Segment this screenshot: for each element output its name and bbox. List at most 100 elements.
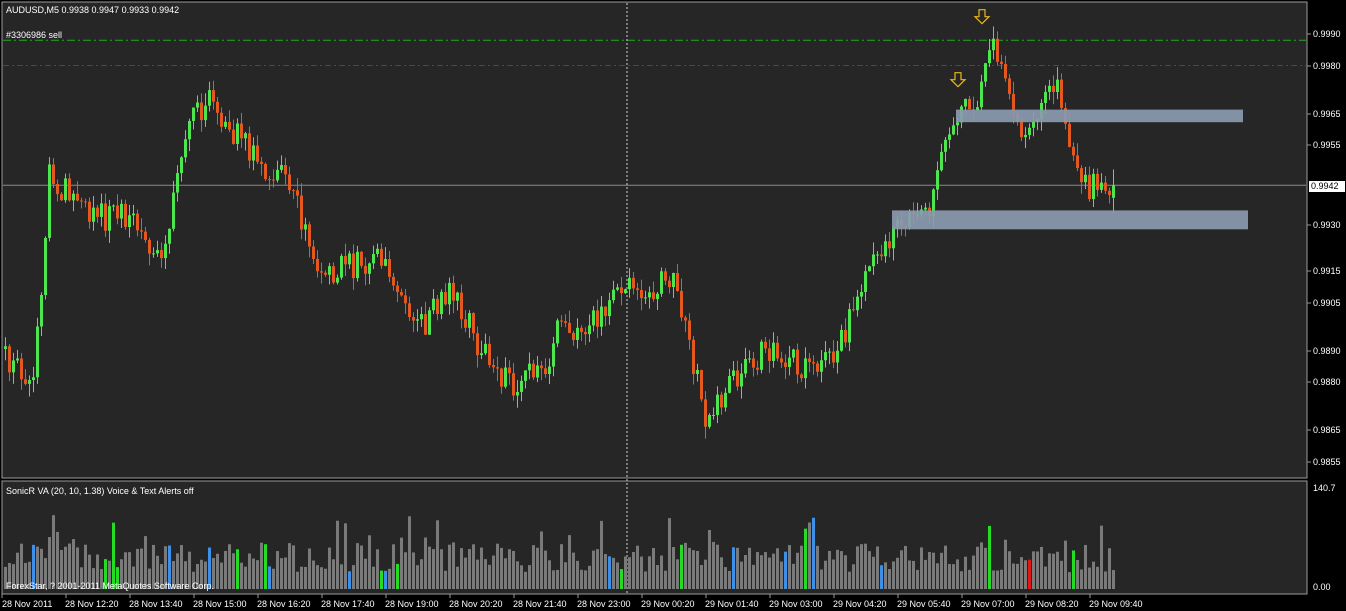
price-label-10: 0.9865	[1313, 425, 1341, 435]
volume-bar	[204, 561, 207, 589]
volume-bar	[424, 537, 427, 589]
volume-bar	[384, 570, 387, 589]
candle-body	[172, 192, 175, 229]
candle	[312, 240, 315, 264]
candle	[688, 313, 691, 350]
arrow-layer	[949, 9, 991, 88]
candle-body	[952, 125, 955, 135]
volume-bar	[512, 550, 515, 589]
candle	[284, 157, 287, 185]
candle	[464, 310, 467, 333]
volume-bar	[1012, 563, 1015, 589]
candle-body	[72, 193, 75, 201]
candle	[64, 173, 67, 203]
volume-bar	[1048, 553, 1051, 589]
candle	[448, 277, 451, 315]
candle	[776, 335, 779, 362]
candle	[396, 280, 399, 303]
candle	[292, 189, 295, 200]
candle	[372, 245, 375, 270]
volume-bar	[516, 561, 519, 589]
volume-bar	[380, 570, 383, 589]
candle	[472, 312, 475, 341]
candle-body	[776, 342, 779, 359]
candle	[428, 307, 431, 335]
candle-body	[388, 259, 391, 277]
candle-body	[524, 370, 527, 381]
volume-bar	[340, 564, 343, 589]
candle-body	[188, 121, 191, 140]
candle	[72, 190, 75, 212]
volume-bar	[500, 547, 503, 589]
volume-bar	[252, 558, 255, 589]
volume-bar	[124, 552, 127, 589]
volume-bar	[856, 546, 859, 589]
volume-bar	[140, 548, 143, 589]
candle-body	[1044, 91, 1047, 103]
candle	[380, 243, 383, 269]
volume-bar	[788, 545, 791, 589]
candle	[496, 356, 499, 382]
candle-body	[476, 333, 479, 356]
volume-bar	[696, 550, 699, 589]
candle-body	[648, 292, 651, 298]
volume-bar	[180, 545, 183, 589]
candle-body	[580, 327, 583, 332]
volume-bar	[796, 552, 799, 589]
candle	[248, 126, 251, 169]
order-label[interactable]: #3306986 sell	[6, 30, 63, 40]
candle	[452, 275, 455, 314]
volume-bar	[808, 522, 811, 589]
candle-body	[516, 391, 519, 396]
candle	[216, 97, 219, 125]
candle	[988, 38, 991, 68]
candle-body	[356, 251, 359, 279]
volume-bar	[112, 522, 115, 589]
volume-bar	[1080, 569, 1083, 589]
volume-bar	[80, 567, 83, 589]
candle-body	[288, 174, 291, 191]
candle	[384, 247, 387, 267]
volume-bar	[572, 552, 575, 589]
volume-bar	[256, 560, 259, 589]
volume-bar	[88, 554, 91, 589]
candle	[556, 318, 559, 348]
volume-bar	[920, 547, 923, 589]
candle-body	[556, 320, 559, 344]
candle	[732, 360, 735, 381]
candle-body	[124, 203, 127, 227]
volume-bar	[588, 565, 591, 589]
candle	[288, 166, 291, 194]
candle-body	[412, 317, 415, 321]
candle	[8, 344, 11, 382]
candle	[820, 350, 823, 383]
candle-body	[528, 363, 531, 371]
volume-bar	[360, 545, 363, 589]
candle-body	[284, 165, 287, 175]
candle-body	[772, 342, 775, 361]
volume-bar	[900, 550, 903, 589]
candle-body	[156, 250, 159, 254]
candle	[100, 193, 103, 227]
candle-body	[784, 362, 787, 367]
candle-body	[1000, 61, 1003, 65]
candle-body	[736, 370, 739, 387]
candle-body	[664, 271, 667, 281]
volume-bar	[812, 517, 815, 589]
candle	[552, 336, 555, 377]
candle-body	[996, 38, 999, 62]
volume-bar	[1112, 570, 1115, 589]
time-label-10: 29 Nov 00:20	[641, 599, 695, 609]
candle	[800, 372, 803, 382]
volume-bar	[820, 569, 823, 589]
candle-body	[724, 392, 727, 408]
volume-bar	[60, 549, 63, 589]
candle	[664, 268, 667, 286]
candle	[1060, 73, 1063, 115]
volume-bar	[768, 557, 771, 589]
volume-bar	[1096, 566, 1099, 589]
candle-body	[116, 205, 119, 219]
volume-bar	[1060, 560, 1063, 589]
candle-body	[236, 123, 239, 144]
